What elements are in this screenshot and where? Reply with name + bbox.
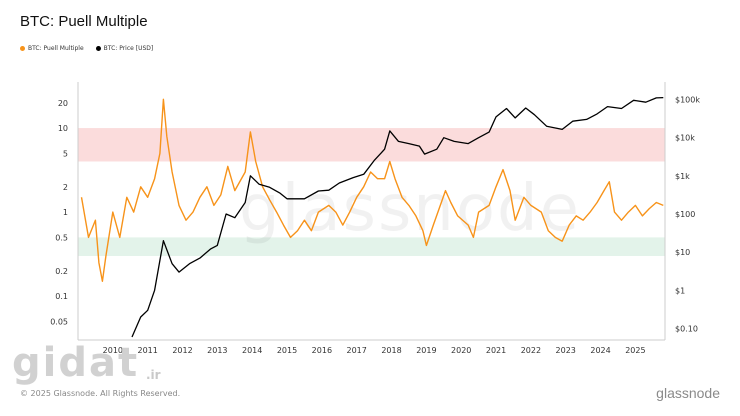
x-tick-label: 2010 bbox=[103, 346, 123, 355]
x-tick-label: 2013 bbox=[207, 346, 227, 355]
right-tick-label: $100 bbox=[675, 210, 695, 219]
series-price bbox=[131, 96, 664, 338]
band-undervalued-zone bbox=[78, 237, 665, 256]
band-overvalued-zone bbox=[78, 128, 665, 162]
x-tick-label: 2017 bbox=[347, 346, 367, 355]
legend-label-puell-multiple: BTC: Puell Multiple bbox=[28, 45, 84, 52]
left-tick-label: 0.05 bbox=[50, 317, 68, 326]
x-tick-label: 2012 bbox=[172, 346, 192, 355]
x-tick-label: 2023 bbox=[556, 346, 576, 355]
x-tick-label: 2014 bbox=[242, 346, 262, 355]
series-line-puell-multiple bbox=[80, 98, 664, 282]
right-tick-label: $1k bbox=[675, 172, 690, 181]
chart-bands bbox=[78, 128, 665, 256]
x-tick-label: 2011 bbox=[137, 346, 157, 355]
left-tick-label: 2 bbox=[63, 183, 68, 192]
right-tick-label: $100k bbox=[675, 95, 700, 104]
brand-logo: glassnode bbox=[656, 385, 720, 401]
left-tick-label: 20 bbox=[58, 99, 68, 108]
legend-item-puell-multiple[interactable]: BTC: Puell Multiple bbox=[20, 45, 84, 52]
series-puell-multiple bbox=[80, 98, 664, 282]
x-tick-label: 2016 bbox=[312, 346, 332, 355]
left-tick-label: 0.1 bbox=[55, 292, 68, 301]
right-tick-label: $10k bbox=[675, 134, 695, 143]
legend-dot-orange bbox=[20, 46, 25, 51]
right-axis: $100k $10k $1k $100 $10 $1 $0.10 bbox=[664, 82, 700, 340]
x-tick-label: 2015 bbox=[277, 346, 297, 355]
left-tick-label: 10 bbox=[58, 124, 68, 133]
right-tick-label: $0.10 bbox=[675, 325, 698, 334]
x-tick-label: 2024 bbox=[590, 346, 610, 355]
legend-label-price: BTC: Price [USD] bbox=[103, 45, 154, 52]
copyright-text: © 2025 Glassnode. All Rights Reserved. bbox=[20, 389, 181, 398]
chart-watermark: glassnode bbox=[239, 172, 581, 246]
series-line-price bbox=[131, 96, 664, 338]
left-tick-label: 5 bbox=[63, 149, 68, 158]
x-tick-label: 2025 bbox=[625, 346, 645, 355]
left-tick-label: 1 bbox=[63, 208, 68, 217]
x-tick-label: 2019 bbox=[416, 346, 436, 355]
x-tick-label: 2022 bbox=[521, 346, 541, 355]
x-axis: 2010 2011 2012 2013 2014 2015 2016 2017 2018 2019… bbox=[78, 339, 665, 355]
legend-dot-black bbox=[95, 46, 101, 51]
chart-legend: BTC: Puell Multiple BTC: Price [USD] bbox=[20, 45, 153, 52]
x-tick-label: 2020 bbox=[451, 346, 471, 355]
left-tick-label: 0.5 bbox=[55, 233, 68, 242]
right-tick-label: $1 bbox=[675, 286, 685, 295]
right-tick-label: $10 bbox=[675, 248, 690, 257]
x-tick-label: 2021 bbox=[486, 346, 506, 355]
chart-title: BTC: Puell Multiple bbox=[20, 13, 148, 30]
legend-item-price[interactable]: BTC: Price [USD] bbox=[95, 45, 154, 52]
left-axis: 20 10 5 2 1 0.5 0.2 0.1 0.05 bbox=[50, 82, 79, 340]
site-watermark: gidat bbox=[12, 340, 140, 386]
left-tick-label: 0.2 bbox=[55, 267, 68, 276]
site-watermark-suffix: .ir bbox=[146, 368, 161, 382]
x-tick-label: 2018 bbox=[381, 346, 401, 355]
